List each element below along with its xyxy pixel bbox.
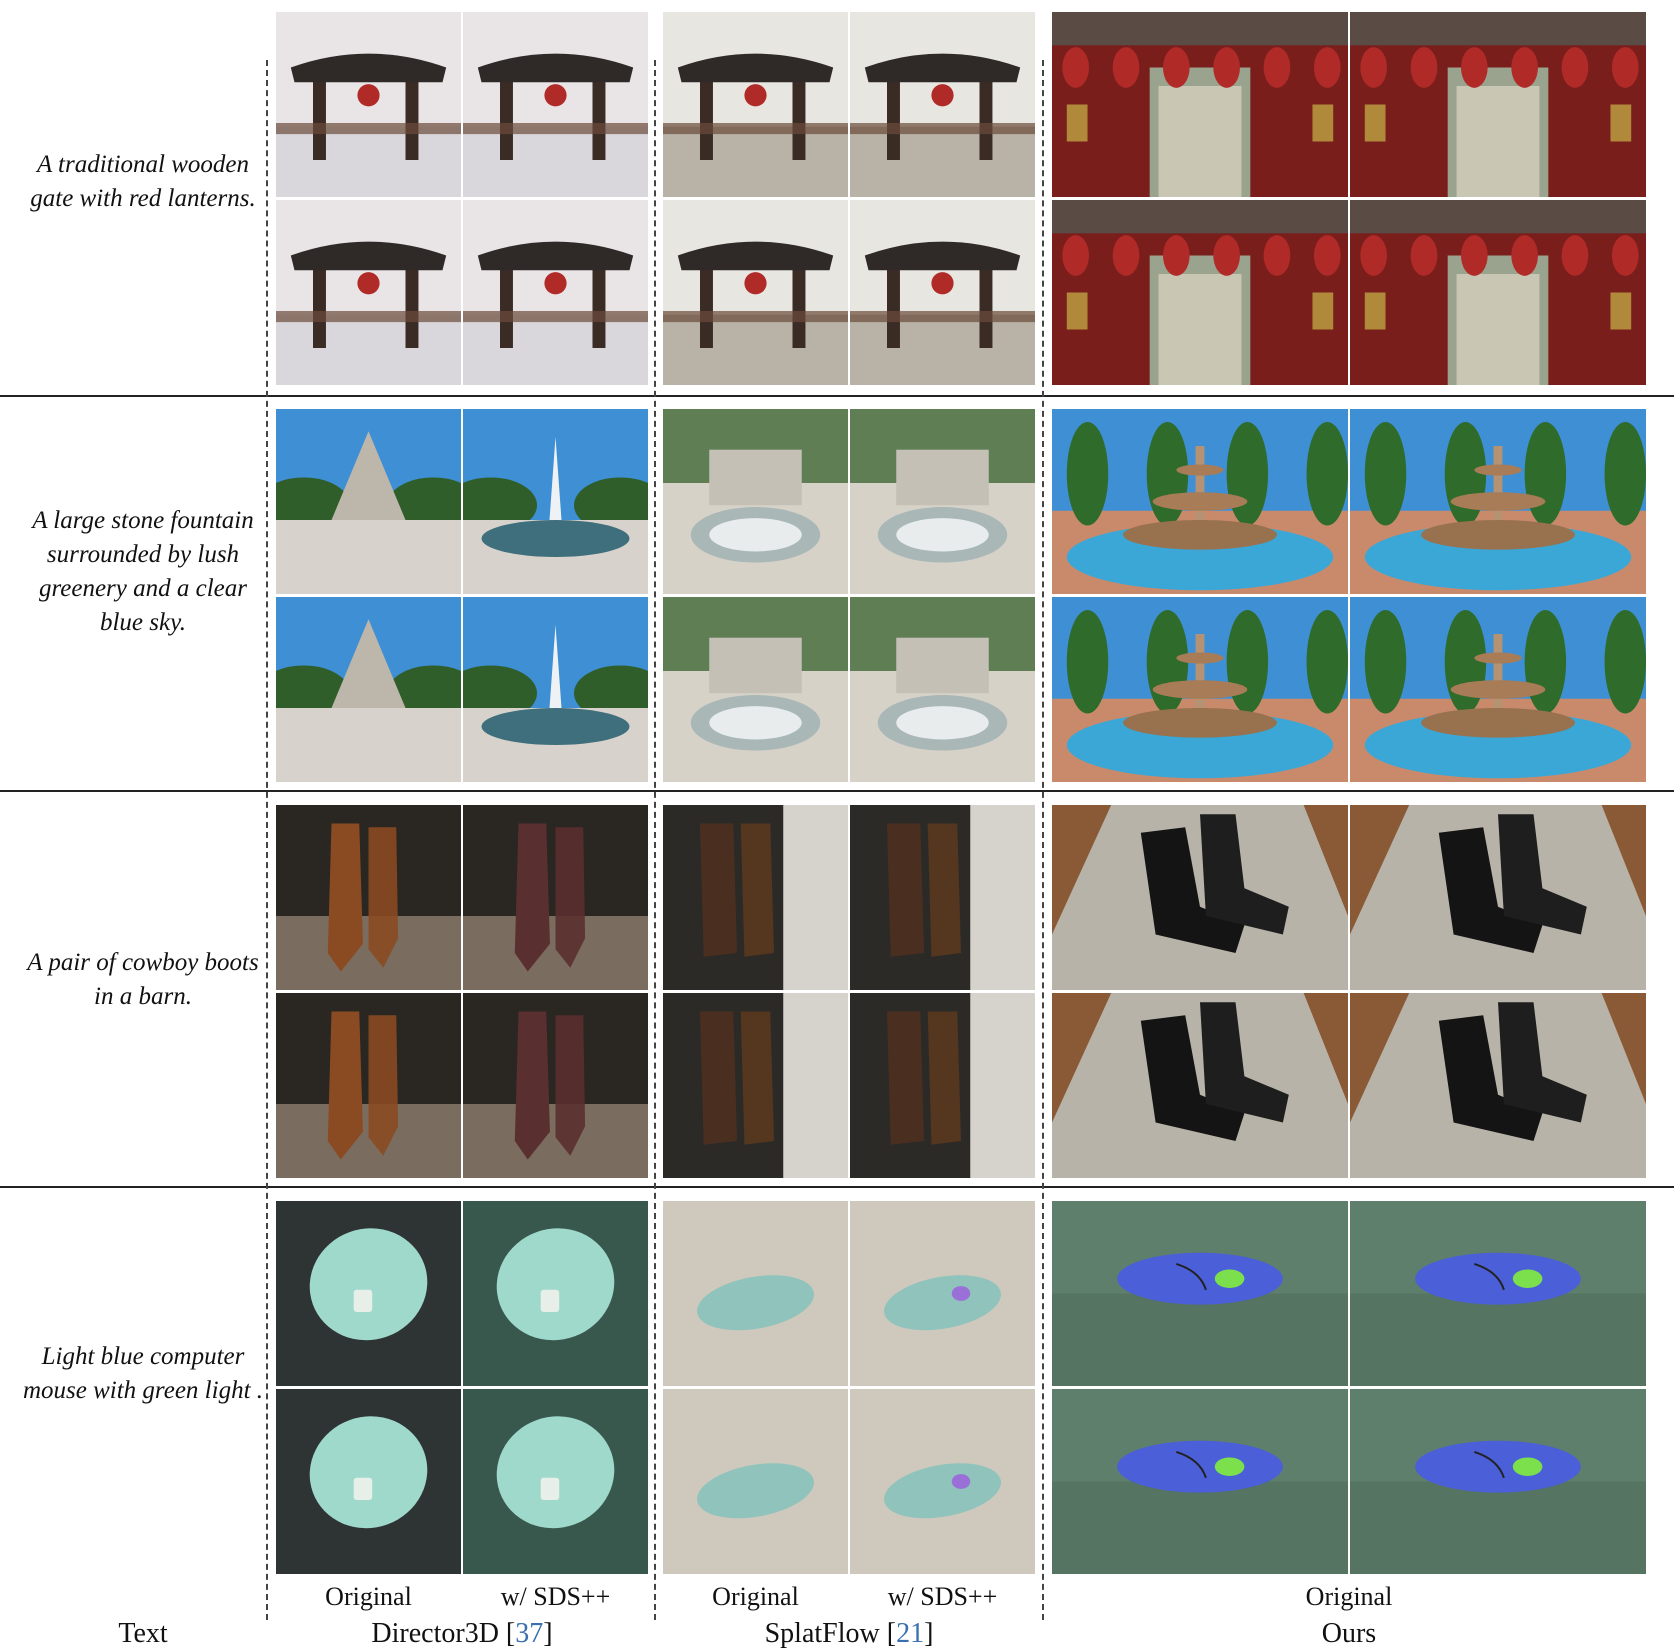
thumbnail-fountain-sf-sds-1 [850,409,1035,594]
director3d-name: Director3D [371,1618,499,1649]
director3d-method-label: Director3D [37] [276,1618,648,1650]
column-divider [266,60,268,1620]
open-bracket: [ [505,1618,516,1649]
thumbnail-gate-ours-1 [1350,12,1646,197]
thumbnail-fountain-d3d-orig-1 [276,409,461,594]
thumbnail-mouse-sf-orig-1 [663,1201,848,1386]
thumbnail-mouse-ours-1 [1052,1201,1348,1386]
thumbnail-gate-sf-sds-1 [850,12,1035,197]
thumbnail-gate-d3d-sds-1 [463,12,648,197]
thumbnail-fountain-ours-2 [1052,597,1348,782]
thumbnail-gate-d3d-sds-2 [463,200,648,385]
thumbnail-mouse-sf-sds-2 [850,1389,1035,1574]
thumbnail-boots-ours-1 [1052,805,1348,990]
thumbnail-boots-ours-2 [1350,993,1646,1178]
thumbnail-gate-d3d-orig-1 [276,12,461,197]
thumbnail-fountain-sf-sds-2 [850,597,1035,782]
thumbnail-boots-d3d-sds-1 [463,805,648,990]
thumbnail-mouse-ours-2 [1052,1389,1348,1574]
column-divider [1042,60,1044,1620]
thumbnail-fountain-d3d-sds-2 [463,597,648,782]
thumbnail-gate-sf-sds-2 [850,200,1035,385]
thumbnail-fountain-ours-1 [1052,409,1348,594]
prompt-row-2: A large stone fountain surrounded by lus… [32,507,254,636]
thumbnail-mouse-d3d-orig-1 [276,1201,461,1386]
splatflow-citation[interactable]: 21 [896,1618,925,1649]
thumbnail-fountain-d3d-orig-2 [276,597,461,782]
splatflow-name: SplatFlow [764,1618,880,1649]
thumbnail-boots-sf-sds-2 [850,993,1035,1178]
thumbnail-mouse-ours-2 [1350,1389,1646,1574]
prompt-row-4: Light blue computer mouse with green lig… [22,1343,264,1404]
thumbnail-fountain-d3d-sds-1 [463,409,648,594]
open-bracket: [ [886,1618,897,1649]
thumbnail-gate-ours-1 [1052,12,1348,197]
director3d-citation[interactable]: 37 [515,1618,544,1649]
thumbnail-gate-d3d-orig-2 [276,200,461,385]
thumbnail-mouse-d3d-sds-2 [463,1389,648,1574]
director3d-sds-label: w/ SDS++ [500,1582,611,1611]
prompt-row-3: A pair of cowboy boots in a barn. [27,949,259,1010]
thumbnail-boots-d3d-orig-2 [276,993,461,1178]
thumbnail-gate-ours-2 [1350,200,1646,385]
thumbnail-fountain-sf-orig-2 [663,597,848,782]
thumbnail-fountain-ours-2 [1350,597,1646,782]
thumbnail-mouse-sf-orig-2 [663,1389,848,1574]
text-column-name: Text [118,1618,168,1649]
thumbnail-boots-sf-sds-1 [850,805,1035,990]
prompt-row-1: A traditional wooden gate with red lante… [30,151,256,212]
thumbnail-fountain-sf-orig-1 [663,409,848,594]
thumbnail-boots-sf-orig-2 [663,993,848,1178]
row-separator [0,1186,1674,1188]
thumbnail-boots-ours-2 [1052,993,1348,1178]
thumbnail-fountain-ours-1 [1350,409,1646,594]
thumbnail-mouse-d3d-orig-2 [276,1389,461,1574]
director3d-original-label: Original [325,1582,412,1611]
splatflow-original-label: Original [712,1582,799,1611]
thumbnail-gate-sf-orig-2 [663,200,848,385]
close-bracket: ] [924,1618,934,1649]
ours-method-label: Ours [1052,1618,1646,1650]
thumbnail-boots-sf-orig-1 [663,805,848,990]
row-separator [0,395,1674,397]
thumbnail-boots-d3d-orig-1 [276,805,461,990]
row-separator [0,790,1674,792]
close-bracket: ] [543,1618,553,1649]
thumbnail-boots-d3d-sds-2 [463,993,648,1178]
text-column-label: Text [18,1618,268,1650]
thumbnail-mouse-sf-sds-1 [850,1201,1035,1386]
ours-name: Ours [1321,1618,1377,1649]
splatflow-sds-label: w/ SDS++ [887,1582,998,1611]
thumbnail-boots-ours-1 [1350,805,1646,990]
thumbnail-gate-sf-orig-1 [663,12,848,197]
thumbnail-gate-ours-2 [1052,200,1348,385]
splatflow-method-label: SplatFlow [21] [663,1618,1035,1650]
thumbnail-mouse-ours-1 [1350,1201,1646,1386]
column-divider [654,60,656,1620]
ours-original-label: Original [1305,1582,1393,1611]
thumbnail-mouse-d3d-sds-1 [463,1201,648,1386]
